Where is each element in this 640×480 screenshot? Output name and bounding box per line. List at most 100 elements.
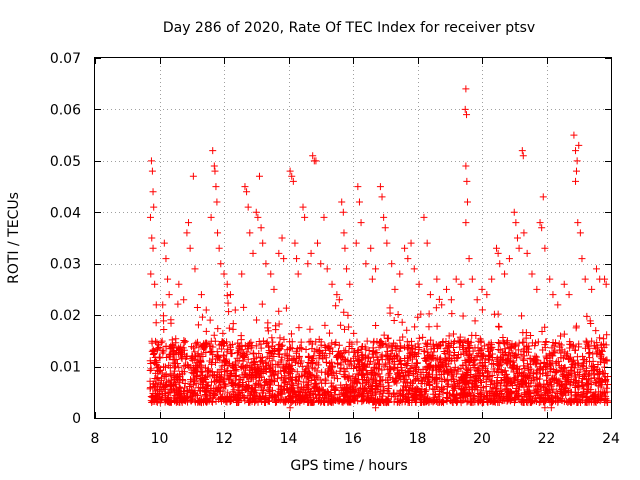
data-point: [495, 322, 503, 330]
data-point: [548, 389, 556, 397]
data-point: [294, 270, 302, 278]
data-point: [293, 368, 301, 376]
data-point: [506, 378, 514, 386]
data-point: [215, 244, 223, 252]
data-point: [214, 325, 222, 333]
data-point: [251, 398, 259, 406]
data-point: [592, 265, 600, 273]
data-point: [601, 399, 609, 407]
data-point: [430, 385, 438, 393]
data-point: [160, 239, 168, 247]
data-point: [539, 193, 547, 201]
data-point: [378, 351, 386, 359]
data-point: [488, 372, 496, 380]
data-point: [419, 333, 427, 341]
data-point: [326, 329, 334, 337]
y-tick-label: 0.07: [50, 51, 81, 67]
data-point: [460, 393, 468, 401]
x-tick-label: 14: [280, 431, 298, 447]
data-point: [202, 339, 210, 347]
data-point: [223, 292, 231, 300]
data-point: [405, 386, 413, 394]
data-point: [318, 379, 326, 387]
data-point: [302, 383, 310, 391]
data-point: [597, 351, 605, 359]
data-point: [423, 342, 431, 350]
data-point: [225, 308, 233, 316]
data-point: [471, 317, 479, 325]
data-point: [234, 349, 242, 357]
data-point: [523, 360, 531, 368]
data-point: [506, 353, 514, 361]
data-point: [443, 285, 451, 293]
data-point: [422, 339, 430, 347]
data-point: [314, 239, 322, 247]
data-point: [566, 381, 574, 389]
data-point: [472, 372, 480, 380]
data-point: [281, 350, 289, 358]
data-point: [227, 346, 235, 354]
data-point: [362, 367, 370, 375]
data-point: [436, 363, 444, 371]
data-point: [276, 350, 284, 358]
data-point: [522, 334, 530, 342]
data-point: [518, 147, 526, 155]
data-point: [237, 388, 245, 396]
data-point: [597, 383, 605, 391]
data-point: [176, 391, 184, 399]
data-point: [460, 377, 468, 385]
data-point: [149, 188, 157, 196]
data-point: [422, 386, 430, 394]
data-point: [180, 384, 188, 392]
data-point: [524, 345, 532, 353]
data-point: [541, 404, 549, 412]
data-point: [541, 244, 549, 252]
data-point: [517, 397, 525, 405]
data-point: [512, 219, 520, 227]
data-point: [301, 213, 309, 221]
data-point: [467, 354, 475, 362]
data-point: [469, 347, 477, 355]
data-point: [590, 371, 598, 379]
data-point: [340, 365, 348, 373]
data-point: [457, 385, 465, 393]
data-point: [259, 337, 267, 345]
data-point: [355, 198, 363, 206]
data-point: [565, 398, 573, 406]
data-point: [206, 348, 214, 356]
data-point: [346, 338, 354, 346]
data-point: [538, 224, 546, 232]
data-point: [375, 343, 383, 351]
data-point: [477, 377, 485, 385]
data-point: [191, 397, 199, 405]
data-point: [275, 341, 283, 349]
data-point: [288, 172, 296, 180]
data-point: [240, 349, 248, 357]
data-point: [260, 376, 268, 384]
data-point: [463, 369, 471, 377]
data-point: [488, 360, 496, 368]
data-point: [350, 364, 358, 372]
data-point: [167, 389, 175, 397]
data-point: [497, 353, 505, 361]
data-point: [303, 362, 311, 370]
data-point: [147, 157, 155, 165]
data-point: [180, 296, 188, 304]
data-point: [403, 326, 411, 334]
data-point: [262, 260, 270, 268]
data-point: [531, 397, 539, 405]
data-point: [560, 330, 568, 338]
data-point: [503, 387, 511, 395]
data-point: [557, 341, 565, 349]
data-point: [450, 330, 458, 338]
data-point: [570, 364, 578, 372]
data-point: [304, 352, 312, 360]
data-point: [197, 350, 205, 358]
x-tick-label: 22: [538, 431, 556, 447]
data-point: [468, 275, 476, 283]
data-point: [238, 382, 246, 390]
data-point: [527, 332, 535, 340]
data-point: [464, 389, 472, 397]
data-point: [155, 343, 163, 351]
data-point: [583, 312, 591, 320]
